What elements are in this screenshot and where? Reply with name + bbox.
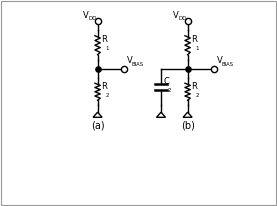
Text: 2: 2: [195, 93, 199, 98]
Text: (b): (b): [181, 121, 194, 131]
Text: V: V: [83, 11, 89, 20]
Text: DD: DD: [178, 16, 187, 21]
Text: 1: 1: [105, 46, 109, 51]
Text: V: V: [217, 56, 223, 65]
Text: C: C: [164, 77, 170, 86]
Text: V: V: [173, 11, 179, 20]
Text: R: R: [191, 82, 197, 91]
Text: R: R: [101, 35, 107, 44]
Text: R: R: [101, 82, 107, 91]
Text: R: R: [191, 35, 197, 44]
Text: 2: 2: [105, 93, 109, 98]
Text: BIAS: BIAS: [132, 62, 144, 67]
Text: 1: 1: [195, 46, 199, 51]
Text: 2: 2: [168, 88, 171, 93]
Text: (a): (a): [91, 121, 104, 131]
Text: V: V: [127, 56, 133, 65]
Text: BIAS: BIAS: [222, 62, 234, 67]
Text: DD: DD: [88, 16, 97, 21]
